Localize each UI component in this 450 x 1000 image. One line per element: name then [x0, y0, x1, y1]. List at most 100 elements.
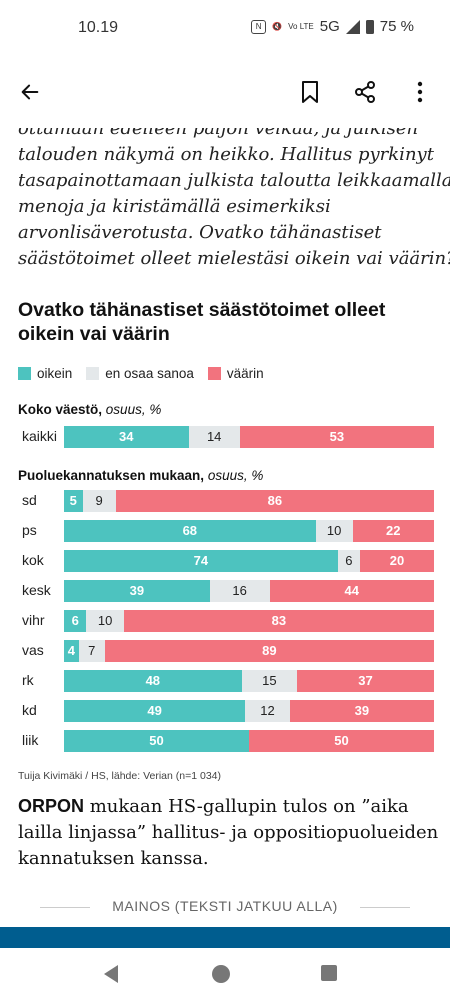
nav-back-icon[interactable] — [104, 965, 118, 983]
bar-value-label: 4 — [67, 643, 76, 658]
bar-segment-en-osaa-sanoa: 9 — [82, 490, 116, 512]
bar-value-label: 5 — [69, 493, 77, 508]
paragraph-text: mukaan HS-gallupin tulos on ”aika — [84, 796, 409, 817]
share-button[interactable] — [349, 76, 381, 108]
status-bar: 10.19 N 🔇 Vo LTE 5G 75 % — [0, 0, 450, 56]
bar-category-label: liik — [22, 732, 39, 748]
bar-segment-en-osaa-sanoa: 14 — [188, 426, 240, 448]
bar-segment-oikein: 39 — [64, 580, 210, 602]
group-heading-koko-vaesto: Koko väestö, osuus, % — [18, 402, 161, 417]
bar-category-label: rk — [22, 672, 34, 688]
nav-home-icon[interactable] — [212, 965, 230, 983]
legend-item-vaarin: väärin — [207, 366, 264, 381]
system-navigation-bar — [0, 948, 450, 1000]
bar-value-label: 74 — [193, 553, 209, 568]
bar-value-label: 16 — [232, 583, 247, 598]
more-options-button[interactable] — [404, 76, 436, 108]
bar-category-label: vas — [22, 642, 44, 658]
bar-segment-vaarin: 44 — [269, 580, 434, 602]
legend-swatch-oikein — [18, 367, 31, 380]
bar-segment-en-osaa-sanoa: 15 — [241, 670, 298, 692]
status-icons: N 🔇 Vo LTE 5G 75 % — [251, 18, 414, 35]
nav-recents-icon[interactable] — [321, 965, 337, 981]
bar-value-label: 7 — [88, 643, 96, 658]
legend-label: oikein — [37, 366, 73, 381]
bar-value-label: 83 — [271, 613, 287, 628]
more-vert-icon — [417, 81, 423, 103]
group-heading-unit: osuus, % — [207, 468, 264, 483]
legend-label: en osaa sanoa — [105, 366, 194, 381]
quote-line: säästötoimet olleet mielestäsi oikein va… — [18, 248, 450, 269]
bar-segment-en-osaa-sanoa: 16 — [209, 580, 270, 602]
mute-icon: 🔇 — [272, 22, 283, 31]
article-paragraph: ORPON mukaan HS-gallupin tulos on ”aika … — [18, 793, 438, 872]
bar-segment-oikein: 50 — [64, 730, 249, 752]
bar-value-label: 12 — [260, 703, 275, 718]
ad-divider-right — [360, 907, 410, 908]
bar-row-ps: ps 68 10 22 — [18, 520, 434, 542]
bar-segment-vaarin: 86 — [115, 490, 434, 512]
bar-segment-vaarin: 89 — [104, 640, 434, 662]
chart-source: Tuija Kivimäki / HS, lähde: Verian (n=1 … — [18, 770, 222, 782]
bar-track: 48 15 37 — [64, 670, 434, 692]
battery-icon — [365, 19, 374, 34]
bar-segment-oikein: 34 — [64, 426, 189, 448]
bar-value-label: 10 — [326, 523, 342, 538]
quote-line: arvonlisäverotusta. Ovatko tähänastiset — [18, 222, 382, 243]
bar-value-label: 39 — [129, 583, 145, 598]
bar-track: 5 9 86 — [64, 490, 434, 512]
bar-row-vas: vas 4 7 89 — [18, 640, 434, 662]
legend-item-oikein: oikein — [18, 366, 72, 381]
bar-segment-vaarin: 37 — [297, 670, 434, 692]
bar-segment-en-osaa-sanoa: 7 — [78, 640, 105, 662]
back-button[interactable] — [14, 76, 46, 108]
article-quote: ottamaan edelleen paljon velkaa, ja julk… — [18, 128, 450, 272]
paragraph-line: lailla linjassa” hallitus- ja oppositiop… — [18, 822, 439, 843]
bar-segment-oikein: 5 — [64, 490, 83, 512]
bar-track: 39 16 44 — [64, 580, 434, 602]
bar-segment-oikein: 49 — [64, 700, 246, 722]
bar-segment-vaarin: 22 — [352, 520, 434, 542]
bar-category-label: kd — [22, 702, 37, 718]
bar-segment-en-osaa-sanoa: 10 — [315, 520, 353, 542]
article-content[interactable]: ottamaan edelleen paljon velkaa, ja julk… — [0, 128, 450, 923]
bar-value-label: 34 — [119, 429, 134, 444]
ad-label: MAINOS (TEKSTI JATKUU ALLA) — [112, 898, 338, 914]
bar-track: 74 6 20 — [64, 550, 434, 572]
bar-segment-vaarin: 20 — [359, 550, 434, 572]
legend-item-en-osaa-sanoa: en osaa sanoa — [86, 366, 194, 381]
bar-category-label: kesk — [22, 582, 51, 598]
bar-row-kaikki: kaikki 34 14 53 — [18, 426, 434, 448]
bar-track: 6 10 83 — [64, 610, 434, 632]
bar-value-label: 39 — [354, 703, 370, 718]
bar-segment-vaarin: 50 — [249, 730, 434, 752]
legend-label: väärin — [226, 366, 264, 381]
bar-value-label: 15 — [262, 673, 277, 688]
chart-legend: oikein en osaa sanoa väärin — [18, 366, 278, 381]
bar-value-label: 89 — [262, 643, 277, 658]
bookmark-icon — [302, 81, 318, 103]
bar-row-kok: kok 74 6 20 — [18, 550, 434, 572]
bar-segment-en-osaa-sanoa: 10 — [86, 610, 124, 632]
ad-banner[interactable] — [0, 927, 450, 948]
bar-value-label: 37 — [358, 673, 373, 688]
bar-segment-oikein: 74 — [64, 550, 338, 572]
group-heading-unit: osuus, % — [105, 402, 162, 417]
bar-segment-en-osaa-sanoa: 6 — [337, 550, 360, 572]
bar-segment-vaarin: 83 — [123, 610, 434, 632]
bar-segment-vaarin: 39 — [289, 700, 434, 722]
bar-value-label: 50 — [334, 733, 349, 748]
network-type: 5G — [319, 18, 340, 35]
bar-category-label: kaikki — [22, 428, 58, 444]
quote-line: talouden näkymä on heikko. Hallitus pyrk… — [18, 144, 434, 165]
bar-value-label: 10 — [97, 613, 113, 628]
article-toolbar — [0, 56, 450, 128]
bar-value-label: 86 — [267, 493, 283, 508]
battery-level: 75 % — [379, 18, 414, 35]
bookmark-button[interactable] — [294, 76, 326, 108]
bar-value-label: 22 — [386, 523, 401, 538]
paragraph-line: kannatuksen kanssa. — [18, 848, 209, 869]
share-icon — [355, 81, 375, 103]
bar-row-kesk: kesk 39 16 44 — [18, 580, 434, 602]
chart-title: Ovatko tähänastiset säästötoimet olleet … — [18, 298, 438, 346]
